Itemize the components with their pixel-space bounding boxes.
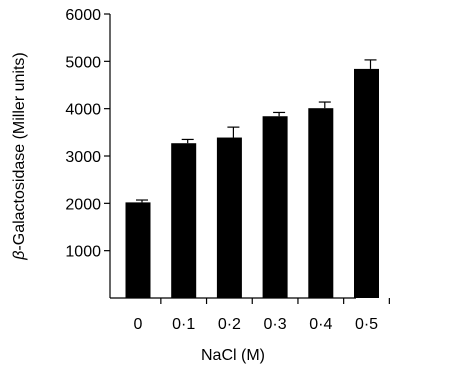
bar: [125, 202, 151, 298]
y-tick-label: 3000: [65, 149, 101, 166]
x-tick-label: 0·4: [309, 316, 332, 333]
bar: [308, 108, 334, 299]
error-bar: [227, 126, 240, 138]
error-bar: [181, 138, 194, 144]
error-bar: [136, 199, 148, 203]
error-bars-group: [136, 59, 377, 203]
y-axis-title: β-Galactosidase (Miller units): [11, 52, 28, 260]
x-tick-label: 0·5: [355, 316, 378, 333]
y-ticks-group: 1000 2000 3000 4000 5000 6000: [65, 7, 110, 261]
bars-group: [125, 68, 379, 299]
x-ticks-group: 0 0·1 0·2 0·3 0·4 0·5: [134, 298, 390, 333]
y-tick-label: 5000: [65, 54, 101, 71]
x-tick-label: 0: [134, 316, 143, 333]
y-axis-title-symbol: β: [11, 251, 28, 261]
y-tick-label: 6000: [65, 7, 101, 24]
bar: [171, 143, 197, 298]
bar: [262, 116, 288, 299]
x-tick-label: 0·3: [264, 316, 287, 333]
error-bar: [364, 59, 377, 69]
x-tick-label: 0·2: [218, 316, 241, 333]
y-axis-title-text: -Galactosidase (Miller units): [11, 52, 28, 250]
x-axis-title: NaCl (M): [201, 347, 265, 364]
y-tick-label: 1000: [65, 244, 101, 261]
y-tick-label: 2000: [65, 196, 101, 213]
bar: [216, 137, 242, 298]
x-tick-label: 0·1: [172, 316, 195, 333]
error-bar: [318, 101, 331, 109]
bar: [354, 68, 379, 298]
error-bar: [273, 111, 286, 117]
y-tick-label: 4000: [65, 102, 101, 119]
